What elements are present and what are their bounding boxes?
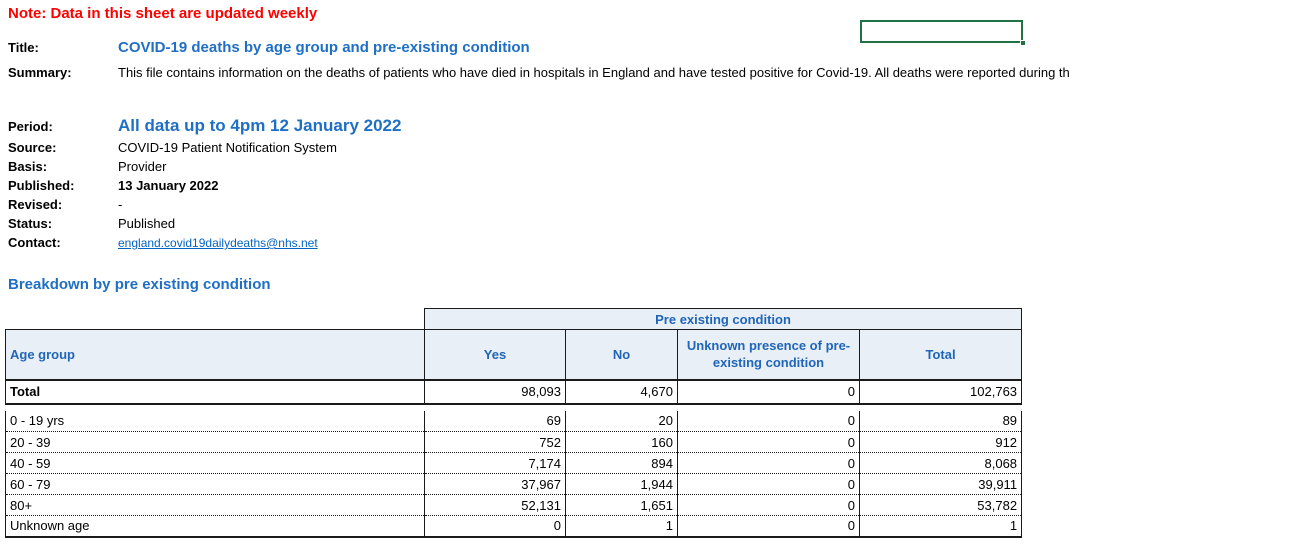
table-cell[interactable]: 1 — [858, 515, 1023, 538]
table-row: 0 - 19 yrs 69 20 0 89 — [5, 410, 1023, 432]
table-cell[interactable]: 4,670 — [565, 378, 678, 405]
table-cell[interactable]: 7,174 — [424, 452, 566, 474]
table-group-header-row: Pre existing condition — [5, 308, 1023, 330]
source-label: Source: — [8, 140, 57, 155]
table-row: 80+ 52,131 1,651 0 53,782 — [5, 494, 1023, 516]
table-row: 40 - 59 7,174 894 0 8,068 — [5, 452, 1023, 474]
table-cell[interactable]: 912 — [858, 431, 1023, 453]
table-row: 60 - 79 37,967 1,944 0 39,911 — [5, 473, 1023, 495]
contact-label: Contact: — [8, 235, 61, 250]
revised-value: - — [118, 197, 123, 212]
summary-label: Summary: — [8, 65, 72, 80]
table-cell[interactable]: 20 — [565, 410, 678, 432]
table-cell[interactable]: 37,967 — [424, 473, 566, 495]
table-cell[interactable]: 160 — [565, 431, 678, 453]
table-cell[interactable]: 1,944 — [565, 473, 678, 495]
title-label: Title: — [8, 40, 39, 55]
revised-label: Revised: — [8, 197, 63, 212]
published-label: Published: — [8, 178, 75, 193]
breakdown-table: Pre existing condition Age group Yes No … — [5, 308, 1023, 538]
header-unknown[interactable]: Unknown presence of pre-existing conditi… — [677, 329, 860, 381]
table-cell[interactable]: 0 — [424, 515, 566, 538]
basis-value: Provider — [118, 159, 167, 174]
table-cell[interactable]: Unknown age — [5, 515, 425, 538]
table-total-row: Total 98,093 4,670 0 102,763 — [5, 378, 1023, 405]
status-label: Status: — [8, 216, 53, 231]
table-cell[interactable]: 69 — [424, 410, 566, 432]
update-note: Note: Data in this sheet are updated wee… — [8, 5, 318, 22]
table-cell[interactable]: 39,911 — [858, 473, 1023, 495]
selected-cell[interactable] — [860, 20, 1026, 46]
table-cell[interactable]: 0 — [677, 515, 860, 538]
table-cell[interactable]: 102,763 — [858, 378, 1023, 405]
spreadsheet-canvas: { "note": "Note: Data in this sheet are … — [0, 5, 1299, 558]
table-cell[interactable]: 0 — [677, 452, 860, 474]
header-yes[interactable]: Yes — [424, 329, 566, 381]
group-header-cell[interactable]: Pre existing condition — [423, 308, 1023, 330]
table-cell[interactable]: 98,093 — [424, 378, 566, 405]
table-row: 20 - 39 752 160 0 912 — [5, 431, 1023, 453]
table-cell[interactable]: 894 — [565, 452, 678, 474]
table-cell[interactable]: 1,651 — [565, 494, 678, 516]
table-cell[interactable]: 0 — [677, 378, 860, 405]
header-total[interactable]: Total — [858, 329, 1023, 381]
table-cell[interactable]: 0 — [677, 431, 860, 453]
table-cell[interactable]: 0 — [677, 410, 860, 432]
table-header-row: Age group Yes No Unknown presence of pre… — [5, 329, 1023, 381]
table-cell[interactable]: 20 - 39 — [5, 431, 425, 453]
table-cell[interactable]: 53,782 — [858, 494, 1023, 516]
source-value: COVID-19 Patient Notification System — [118, 140, 337, 155]
spacer-row — [5, 403, 1022, 411]
table-cell[interactable]: 52,131 — [424, 494, 566, 516]
section-heading: Breakdown by pre existing condition — [8, 276, 271, 293]
table-row: Unknown age 0 1 0 1 — [5, 515, 1023, 538]
table-cell[interactable]: 80+ — [5, 494, 425, 516]
blank-cell — [5, 308, 425, 330]
table-cell[interactable]: 8,068 — [858, 452, 1023, 474]
page-title: COVID-19 deaths by age group and pre-exi… — [118, 39, 530, 56]
table-cell[interactable]: 1 — [565, 515, 678, 538]
table-cell[interactable]: 60 - 79 — [5, 473, 425, 495]
table-cell[interactable]: 0 — [677, 473, 860, 495]
table-cell[interactable]: Total — [5, 378, 425, 405]
period-label: Period: — [8, 119, 53, 134]
table-cell[interactable]: 0 — [677, 494, 860, 516]
contact-email-link[interactable]: england.covid19dailydeaths@nhs.net — [118, 236, 318, 250]
fill-handle-icon[interactable] — [1020, 40, 1026, 46]
summary-text: This file contains information on the de… — [118, 65, 1070, 80]
period-value: All data up to 4pm 12 January 2022 — [118, 116, 402, 135]
basis-label: Basis: — [8, 159, 48, 174]
table-cell[interactable]: 0 - 19 yrs — [5, 410, 425, 432]
table-cell[interactable]: 89 — [858, 410, 1023, 432]
status-value: Published — [118, 216, 176, 231]
table-cell[interactable]: 752 — [424, 431, 566, 453]
table-cell[interactable]: 40 - 59 — [5, 452, 425, 474]
header-age-group[interactable]: Age group — [5, 329, 425, 381]
published-value: 13 January 2022 — [118, 178, 219, 193]
spacer-cell — [5, 403, 1022, 411]
header-no[interactable]: No — [565, 329, 678, 381]
